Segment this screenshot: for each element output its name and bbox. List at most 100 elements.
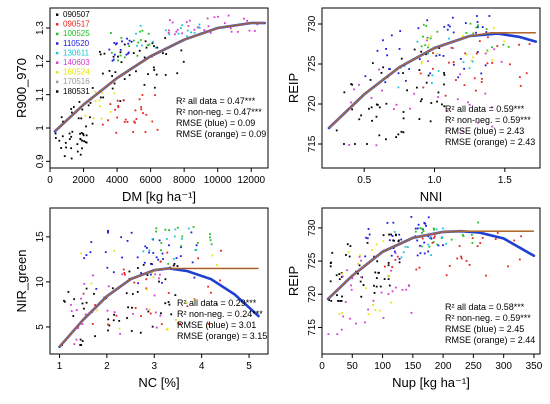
data-point: [346, 243, 349, 246]
data-point: [441, 236, 444, 239]
data-point: [165, 328, 168, 331]
data-point: [136, 267, 139, 269]
data-point: [420, 61, 423, 64]
data-point: [193, 299, 196, 301]
data-point: [96, 309, 99, 312]
data-point: [407, 284, 410, 287]
data-point: [126, 239, 129, 242]
data-point: [335, 274, 338, 277]
data-point: [378, 309, 381, 312]
data-point: [140, 44, 143, 47]
data-point: [380, 71, 383, 74]
data-point: [85, 141, 88, 144]
data-point: [63, 155, 66, 158]
data-point: [476, 15, 478, 17]
data-point: [152, 40, 155, 43]
data-point: [114, 108, 117, 111]
data-point: [419, 100, 422, 103]
data-point: [446, 110, 449, 112]
data-point: [415, 86, 418, 89]
data-point: [427, 46, 429, 49]
data-point: [82, 292, 85, 295]
x-tick-label: 50: [347, 361, 359, 372]
data-point: [442, 244, 444, 247]
data-point: [406, 246, 409, 249]
data-point: [176, 265, 179, 267]
data-point: [455, 79, 457, 81]
data-point: [81, 108, 84, 111]
data-point: [119, 51, 122, 54]
data-point: [68, 132, 71, 135]
data-point: [475, 31, 477, 34]
data-point: [112, 271, 115, 274]
data-point: [492, 27, 495, 30]
data-point: [176, 72, 179, 75]
data-point: [108, 324, 111, 327]
data-point: [395, 103, 398, 106]
data-point: [123, 272, 126, 274]
data-point: [432, 240, 435, 243]
data-point: [133, 120, 136, 123]
data-point: [209, 236, 211, 239]
data-point: [477, 26, 479, 29]
data-point: [85, 301, 88, 304]
y-tick-label: 720: [307, 95, 318, 112]
data-point: [392, 221, 395, 224]
data-point: [81, 323, 84, 326]
data-point: [435, 228, 438, 231]
data-point: [430, 102, 433, 104]
data-point: [162, 52, 164, 55]
x-tick-label: 1: [57, 361, 63, 372]
data-point: [54, 132, 57, 135]
data-point: [132, 312, 134, 315]
data-point: [155, 73, 158, 76]
data-point: [469, 22, 472, 25]
data-point: [147, 73, 149, 76]
data-point: [138, 98, 141, 101]
data-point: [390, 34, 393, 37]
data-point: [430, 35, 433, 38]
data-point: [113, 92, 116, 95]
data-point: [398, 48, 401, 50]
data-point: [370, 106, 373, 109]
data-point: [173, 33, 176, 36]
data-point: [152, 276, 155, 279]
data-point: [480, 72, 483, 75]
data-point: [518, 43, 520, 46]
stats-line: R² non-neg. = 0.24***: [177, 309, 263, 319]
stats-line: R² non-neg. = 0.47***: [176, 107, 262, 117]
data-point: [151, 237, 154, 240]
data-point: [60, 116, 63, 119]
data-point: [456, 257, 459, 260]
data-point: [123, 78, 126, 81]
data-point: [193, 28, 196, 31]
data-point: [122, 268, 125, 271]
data-point: [466, 53, 468, 56]
data-point: [168, 33, 171, 36]
data-point: [426, 39, 428, 42]
data-point: [398, 233, 401, 236]
data-point: [450, 46, 453, 49]
data-point: [108, 69, 111, 72]
legend-marker: [56, 42, 59, 45]
data-point: [134, 109, 137, 112]
data-point: [155, 326, 158, 329]
data-point: [383, 278, 386, 280]
data-point: [154, 273, 157, 276]
data-point: [410, 216, 413, 218]
data-point: [79, 344, 82, 346]
data-point: [437, 96, 439, 99]
data-point: [461, 130, 464, 133]
data-point: [145, 287, 148, 290]
data-point: [445, 274, 448, 277]
data-point: [427, 235, 430, 238]
y-tick-label: 730: [307, 219, 318, 236]
data-point: [398, 261, 401, 264]
data-point: [79, 132, 81, 135]
data-point: [141, 29, 144, 32]
x-tick-label: 4000: [106, 175, 129, 186]
y-axis-label: REIP: [286, 73, 301, 103]
data-point: [500, 60, 503, 63]
data-point: [136, 290, 139, 293]
